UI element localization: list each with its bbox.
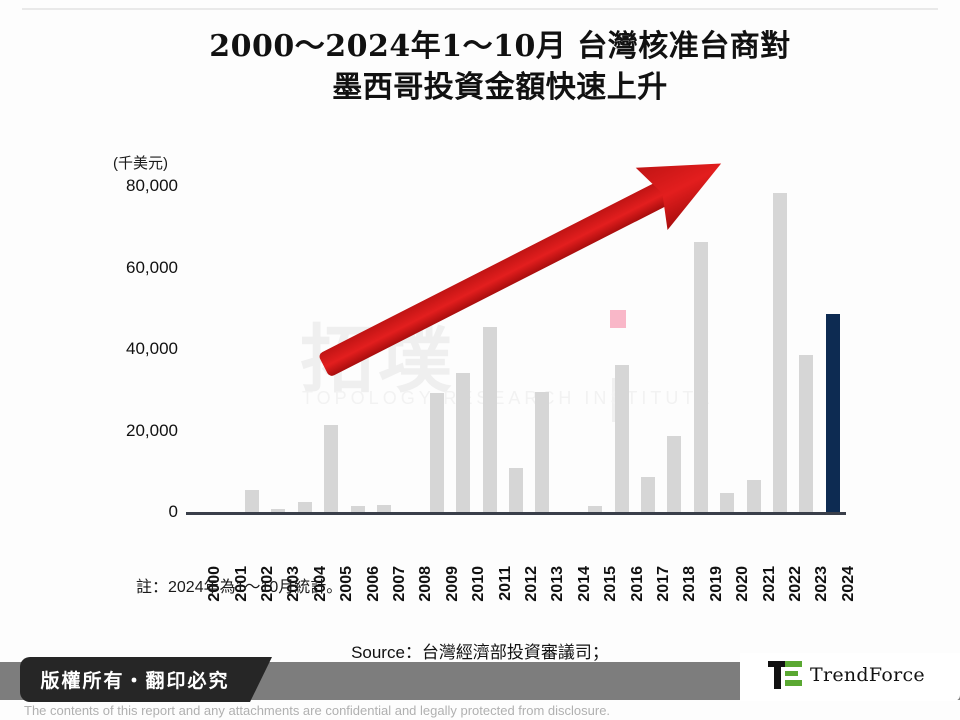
source-line1: Source：台灣經濟部投資審議司； — [351, 643, 609, 662]
brand-logo-panel: TrendForce — [740, 653, 960, 701]
bar-2020 — [720, 492, 735, 513]
bar-2023 — [799, 354, 814, 513]
bar-2016 — [614, 365, 629, 513]
x-axis-label-2016: 2016 — [628, 566, 646, 602]
x-axis-label-2008: 2008 — [417, 566, 435, 602]
bar-2022 — [773, 193, 787, 513]
page-title: 2000～2024年1～10月 台灣核准台商對 墨西哥投資金額快速上升 — [120, 26, 880, 109]
brand-logo: TrendForce — [768, 661, 925, 689]
x-axis-label-2015: 2015 — [602, 566, 620, 602]
x-axis-label-2007: 2007 — [391, 566, 408, 602]
x-axis-label-2020: 2020 — [734, 566, 752, 602]
bar-2010 — [456, 372, 471, 513]
y-axis-tick: 20,000 — [126, 420, 178, 440]
x-axis-label-2009: 2009 — [443, 566, 461, 602]
bar-2017 — [641, 477, 655, 513]
bar-2019 — [693, 242, 708, 513]
x-axis-label-2017: 2017 — [655, 566, 672, 602]
x-axis-label-2012: 2012 — [523, 566, 540, 602]
y-axis-tick: 0 — [168, 502, 178, 521]
trendforce-logo-icon — [768, 661, 802, 689]
x-axis-label-2010: 2010 — [470, 566, 488, 602]
y-axis-tick: 60,000 — [126, 257, 178, 277]
bar-2009 — [429, 393, 444, 513]
footer-disclaimer: The contents of this report and any atta… — [24, 703, 611, 718]
x-axis-label-2024: 2024 — [839, 566, 857, 602]
x-axis-label-2013: 2013 — [549, 566, 567, 602]
bar-2011 — [482, 326, 497, 513]
bar-2012 — [509, 468, 523, 513]
x-axis-label-2011: 2011 — [496, 566, 514, 601]
bar-2006 — [350, 506, 365, 513]
y-axis-tick: 40,000 — [126, 339, 178, 358]
x-axis-label-2006: 2006 — [364, 566, 382, 602]
bar-2007 — [377, 504, 391, 513]
footer-copyright-text: 版權所有・翻印必究 — [40, 671, 230, 692]
footer-copyright-plate — [20, 657, 272, 702]
x-axis-label-2019: 2019 — [707, 566, 725, 602]
x-axis-label-2014: 2014 — [575, 566, 593, 602]
brand-logo-text: TrendForce — [810, 664, 925, 686]
x-axis-label-2021: 2021 — [760, 566, 778, 602]
bar-2003 — [271, 509, 286, 513]
x-axis-label-2018: 2018 — [681, 566, 699, 602]
y-axis-tick: 80,000 — [126, 176, 178, 195]
bar-2015 — [588, 505, 603, 513]
page-title-line1: 2000～2024年1～10月 台灣核准台商對 — [209, 29, 791, 64]
bar-2013 — [535, 391, 550, 513]
bar-2004 — [297, 502, 312, 513]
chart-bars — [186, 176, 846, 513]
x-axis-label-2022: 2022 — [787, 566, 804, 602]
bar-2002 — [245, 490, 259, 513]
x-axis-line — [186, 512, 846, 515]
page-title-line2: 墨西哥投資金額快速上升 — [332, 70, 668, 106]
x-axis-labels: 2000 2001 2002 2003 2004 2005 2006 2007 2008 2009… — [186, 518, 857, 602]
y-axis-ticks: 80,000 60,000 40,000 20,000 0 — [60, 0, 178, 720]
bar-2021 — [746, 479, 761, 513]
x-axis-label-2023: 2023 — [813, 566, 831, 602]
y-axis-unit: (千美元) — [113, 155, 168, 172]
bar-2024 — [825, 313, 840, 513]
bar-2005 — [324, 424, 339, 513]
top-divider — [22, 8, 938, 10]
bar-2018 — [667, 435, 682, 513]
chart-note: 註：2024年為1～10月統計。 — [136, 579, 343, 596]
